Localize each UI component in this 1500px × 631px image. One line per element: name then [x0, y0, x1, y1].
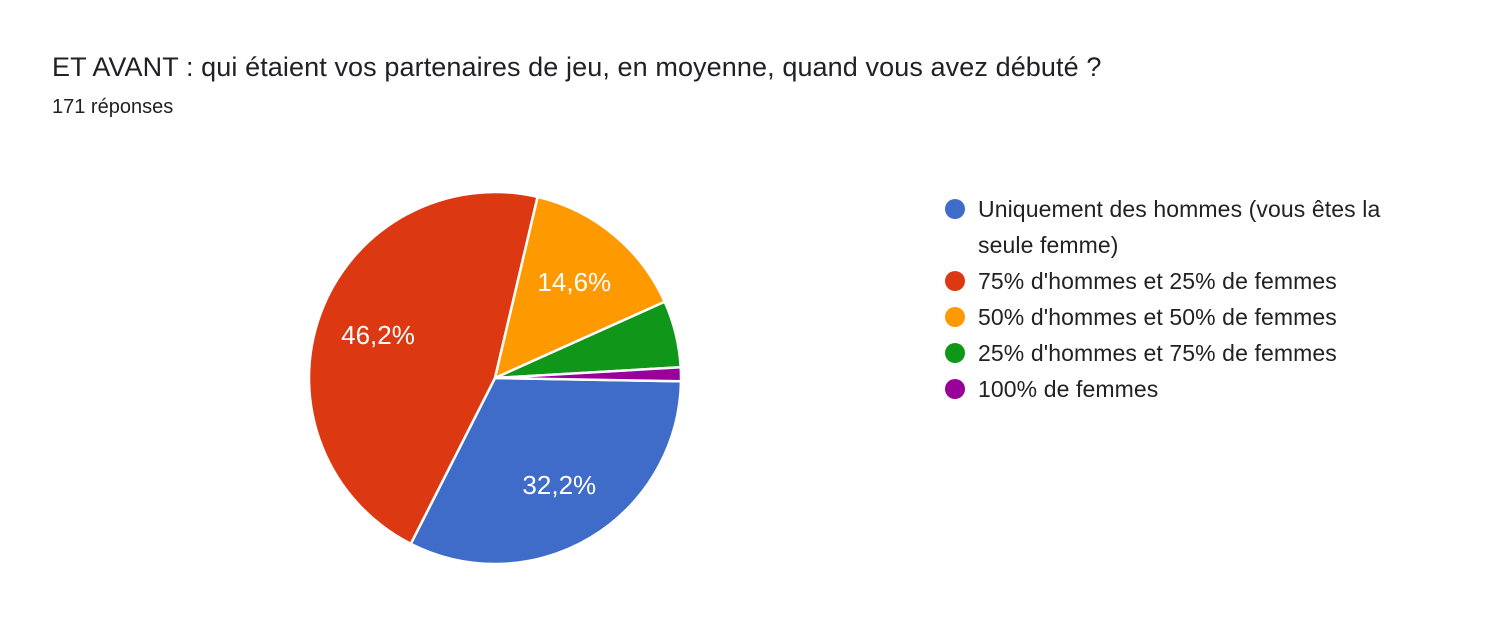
legend-color-dot: [945, 199, 965, 219]
pie-slice-2[interactable]: [493, 195, 666, 380]
pie-slice-1[interactable]: [307, 190, 539, 546]
legend-item-2: 50% d'hommes et 50% de femmes: [945, 299, 1415, 335]
pie-slice-label-0: 32,2%: [522, 470, 596, 500]
responses-count: 171 réponses: [52, 96, 174, 118]
legend-color-dot: [945, 379, 965, 399]
chart-legend: Uniquement des hommes (vous êtes la seul…: [945, 191, 1415, 407]
legend-color-dot: [945, 271, 965, 291]
legend-label: 75% d'hommes et 25% de femmes: [978, 268, 1337, 294]
legend-label: Uniquement des hommes (vous êtes la seul…: [978, 196, 1381, 258]
legend-label: 25% d'hommes et 75% de femmes: [978, 340, 1337, 366]
legend-item-0: Uniquement des hommes (vous êtes la seul…: [945, 191, 1415, 263]
legend-label: 50% d'hommes et 50% de femmes: [978, 304, 1337, 330]
legend-label: 100% de femmes: [978, 376, 1159, 402]
legend-color-dot: [945, 307, 965, 327]
legend-item-1: 75% d'hommes et 25% de femmes: [945, 263, 1415, 299]
pie-slice-label-2: 14,6%: [537, 267, 611, 297]
pie-slice-4[interactable]: [493, 365, 683, 383]
legend-item-3: 25% d'hommes et 75% de femmes: [945, 335, 1415, 371]
pie-slice-0[interactable]: [409, 376, 683, 566]
question-title: ET AVANT : qui étaient vos partenaires d…: [52, 52, 1102, 82]
legend-color-dot: [945, 343, 965, 363]
pie-chart: 32,2% 46,2% 14,6%: [307, 190, 683, 566]
legend-item-4: 100% de femmes: [945, 371, 1415, 407]
pie-slice-label-1: 46,2%: [341, 320, 415, 350]
